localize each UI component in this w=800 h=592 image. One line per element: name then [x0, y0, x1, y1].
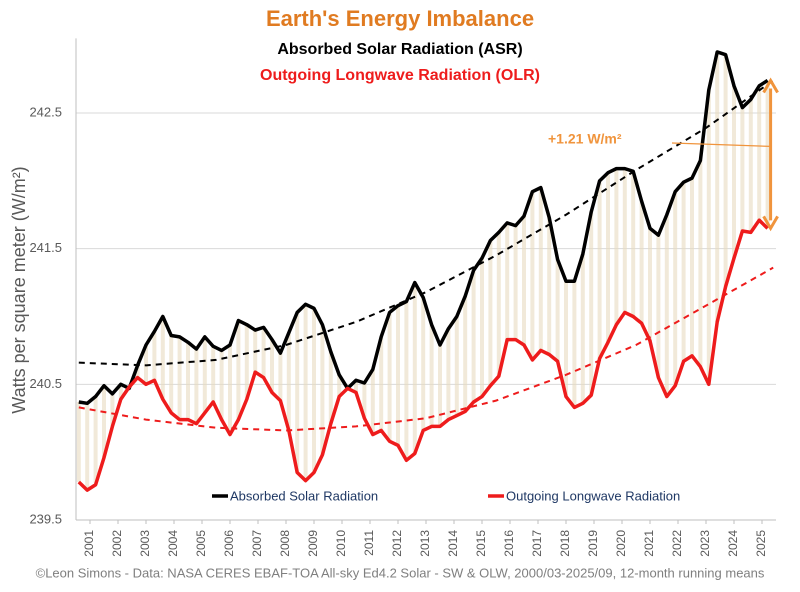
- legend-label: Outgoing Longwave Radiation: [506, 488, 680, 503]
- x-tick-label: 2008: [278, 530, 292, 557]
- x-tick-label: 2017: [530, 530, 544, 557]
- x-tick-label: 2020: [614, 530, 628, 557]
- x-tick-label: 2003: [138, 530, 152, 557]
- x-tick-label: 2024: [726, 530, 740, 557]
- legend-label: Absorbed Solar Radiation: [230, 488, 378, 503]
- y-tick-label: 241.5: [29, 240, 62, 255]
- y-tick-label: 242.5: [29, 104, 62, 119]
- x-tick-label: 2006: [222, 530, 236, 557]
- chart-subtitle: Outgoing Longwave Radiation (OLR): [260, 67, 540, 84]
- x-tick-label: 2010: [334, 530, 348, 557]
- trend-line: [78, 79, 774, 367]
- series-line: [77, 218, 769, 492]
- x-tick-label: 2013: [418, 530, 432, 557]
- x-tick-label: 2009: [306, 530, 320, 557]
- y-tick-label: 239.5: [29, 511, 62, 526]
- x-tick-label: 2001: [82, 530, 96, 557]
- x-tick-label: 2004: [166, 530, 180, 557]
- annotation: +1.21 W/m²: [548, 131, 622, 147]
- x-tick-label: 2002: [110, 530, 124, 557]
- chart-subtitle: Absorbed Solar Radiation (ASR): [277, 41, 522, 58]
- x-tick-label: 2025: [754, 530, 768, 557]
- x-tick-label: 2014: [446, 530, 460, 557]
- x-tick-label: 2018: [558, 530, 572, 557]
- source-note: ©Leon Simons - Data: NASA CERES EBAF-TOA…: [36, 565, 765, 580]
- y-axis-label: Watts per square meter (W/m²): [9, 166, 29, 413]
- trend-line: [78, 266, 774, 432]
- x-tick-label: 2016: [502, 530, 516, 557]
- arrow-head: [762, 215, 779, 232]
- x-tick-label: 2007: [250, 530, 264, 557]
- x-tick-label: 2019: [586, 530, 600, 557]
- x-tick-label: 2012: [390, 530, 404, 557]
- x-tick-label: 2021: [642, 530, 656, 557]
- x-tick-label: 2005: [194, 530, 208, 557]
- x-tick-label: 2011: [362, 530, 376, 556]
- arrow-head: [762, 77, 779, 94]
- annotation-leader: [671, 142, 771, 147]
- x-tick-label: 2015: [474, 530, 488, 557]
- series-line: [78, 50, 769, 406]
- chart-title: Earth's Energy Imbalance: [266, 6, 534, 31]
- x-tick-label: 2022: [670, 530, 684, 557]
- y-tick-label: 240.5: [29, 376, 62, 391]
- x-tick-label: 2023: [698, 530, 712, 557]
